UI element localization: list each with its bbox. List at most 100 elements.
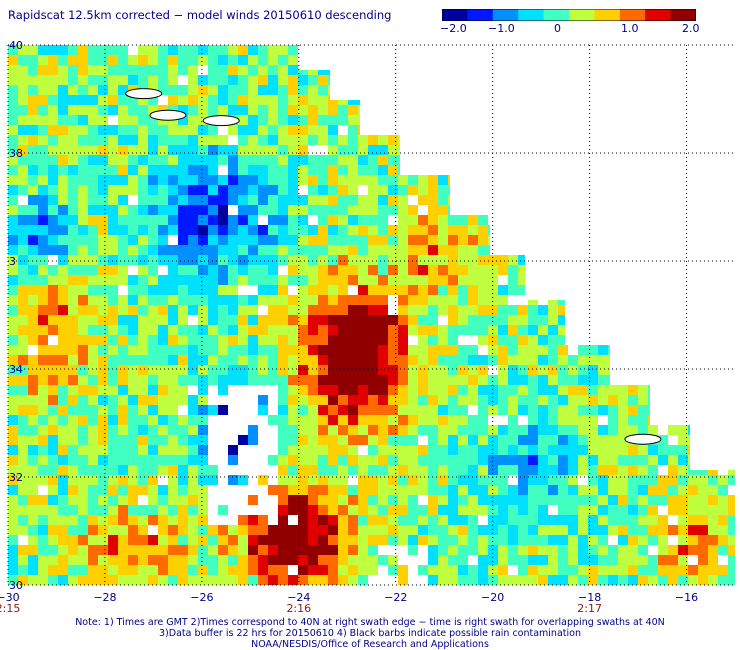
- wind-cell: [258, 405, 268, 415]
- wind-cell: [138, 545, 148, 555]
- wind-cell: [178, 445, 188, 455]
- wind-cell: [678, 375, 688, 385]
- wind-cell: [138, 365, 148, 375]
- wind-cell: [368, 525, 378, 535]
- wind-cell: [148, 235, 158, 245]
- wind-cell: [558, 125, 568, 135]
- wind-cell: [728, 75, 735, 85]
- wind-cell: [518, 505, 528, 515]
- wind-cell: [538, 175, 548, 185]
- wind-cell: [558, 135, 568, 145]
- wind-cell: [698, 385, 708, 395]
- wind-cell: [278, 225, 288, 235]
- wind-cell: [388, 295, 398, 305]
- wind-cell: [68, 455, 78, 465]
- wind-cell: [688, 115, 698, 125]
- wind-cell: [328, 575, 338, 585]
- wind-cell: [8, 415, 18, 425]
- wind-cell: [498, 75, 508, 85]
- wind-cell: [38, 185, 48, 195]
- wind-cell: [548, 255, 558, 265]
- wind-cell: [438, 245, 448, 255]
- wind-cell: [618, 505, 628, 515]
- wind-cell: [98, 125, 108, 135]
- wind-cell: [168, 275, 178, 285]
- wind-cell: [88, 225, 98, 235]
- wind-cell: [418, 255, 428, 265]
- wind-cell: [688, 175, 698, 185]
- wind-cell: [668, 235, 678, 245]
- wind-cell: [298, 235, 308, 245]
- wind-cell: [68, 505, 78, 515]
- wind-cell: [178, 275, 188, 285]
- wind-cell: [178, 125, 188, 135]
- wind-cell: [428, 375, 438, 385]
- wind-cell: [388, 275, 398, 285]
- wind-cell: [88, 305, 98, 315]
- wind-cell: [508, 495, 518, 505]
- wind-cell: [688, 335, 698, 345]
- wind-cell: [68, 565, 78, 575]
- wind-cell: [378, 555, 388, 565]
- wind-cell: [78, 395, 88, 405]
- wind-cell: [578, 565, 588, 575]
- wind-cell: [358, 425, 368, 435]
- wind-cell: [88, 375, 98, 385]
- wind-cell: [128, 185, 138, 195]
- wind-cell: [198, 565, 208, 575]
- colorbar-segment: [442, 9, 468, 21]
- wind-cell: [578, 255, 588, 265]
- wind-cell: [548, 175, 558, 185]
- wind-cell: [698, 235, 708, 245]
- wind-cell: [298, 435, 308, 445]
- wind-cell: [468, 265, 478, 275]
- wind-cell: [128, 295, 138, 305]
- wind-cell: [138, 255, 148, 265]
- wind-cell: [628, 335, 638, 345]
- wind-cell: [718, 325, 728, 335]
- wind-cell: [58, 65, 68, 75]
- wind-cell: [38, 45, 48, 55]
- wind-cell: [168, 565, 178, 575]
- wind-cell: [548, 275, 558, 285]
- wind-cell: [428, 285, 438, 295]
- wind-cell: [618, 315, 628, 325]
- wind-cell: [548, 505, 558, 515]
- wind-cell: [638, 465, 648, 475]
- wind-cell: [218, 235, 228, 245]
- wind-cell: [168, 85, 178, 95]
- wind-cell: [468, 155, 478, 165]
- wind-cell: [358, 165, 368, 175]
- wind-cell: [698, 155, 708, 165]
- wind-cell: [368, 85, 378, 95]
- wind-cell: [498, 105, 508, 115]
- wind-cell: [198, 135, 208, 145]
- wind-cell: [288, 425, 298, 435]
- wind-cell: [338, 215, 348, 225]
- wind-cell: [158, 405, 168, 415]
- wind-cell: [548, 205, 558, 215]
- wind-cell: [18, 395, 28, 405]
- wind-cell: [128, 355, 138, 365]
- wind-cell: [538, 495, 548, 505]
- wind-cell: [518, 365, 528, 375]
- wind-cell: [88, 515, 98, 525]
- wind-cell: [348, 85, 358, 95]
- wind-cell: [78, 105, 88, 115]
- wind-cell: [608, 515, 618, 525]
- wind-cell: [528, 205, 538, 215]
- wind-cell: [398, 275, 408, 285]
- wind-cell: [438, 455, 448, 465]
- wind-cell: [618, 225, 628, 235]
- wind-cell: [108, 555, 118, 565]
- wind-cell: [308, 425, 318, 435]
- wind-cell: [248, 105, 258, 115]
- wind-cell: [378, 335, 388, 345]
- wind-cell: [58, 295, 68, 305]
- wind-cell: [418, 155, 428, 165]
- wind-cell: [378, 485, 388, 495]
- wind-cell: [158, 565, 168, 575]
- wind-cell: [188, 145, 198, 155]
- wind-cell: [48, 295, 58, 305]
- wind-cell: [268, 265, 278, 275]
